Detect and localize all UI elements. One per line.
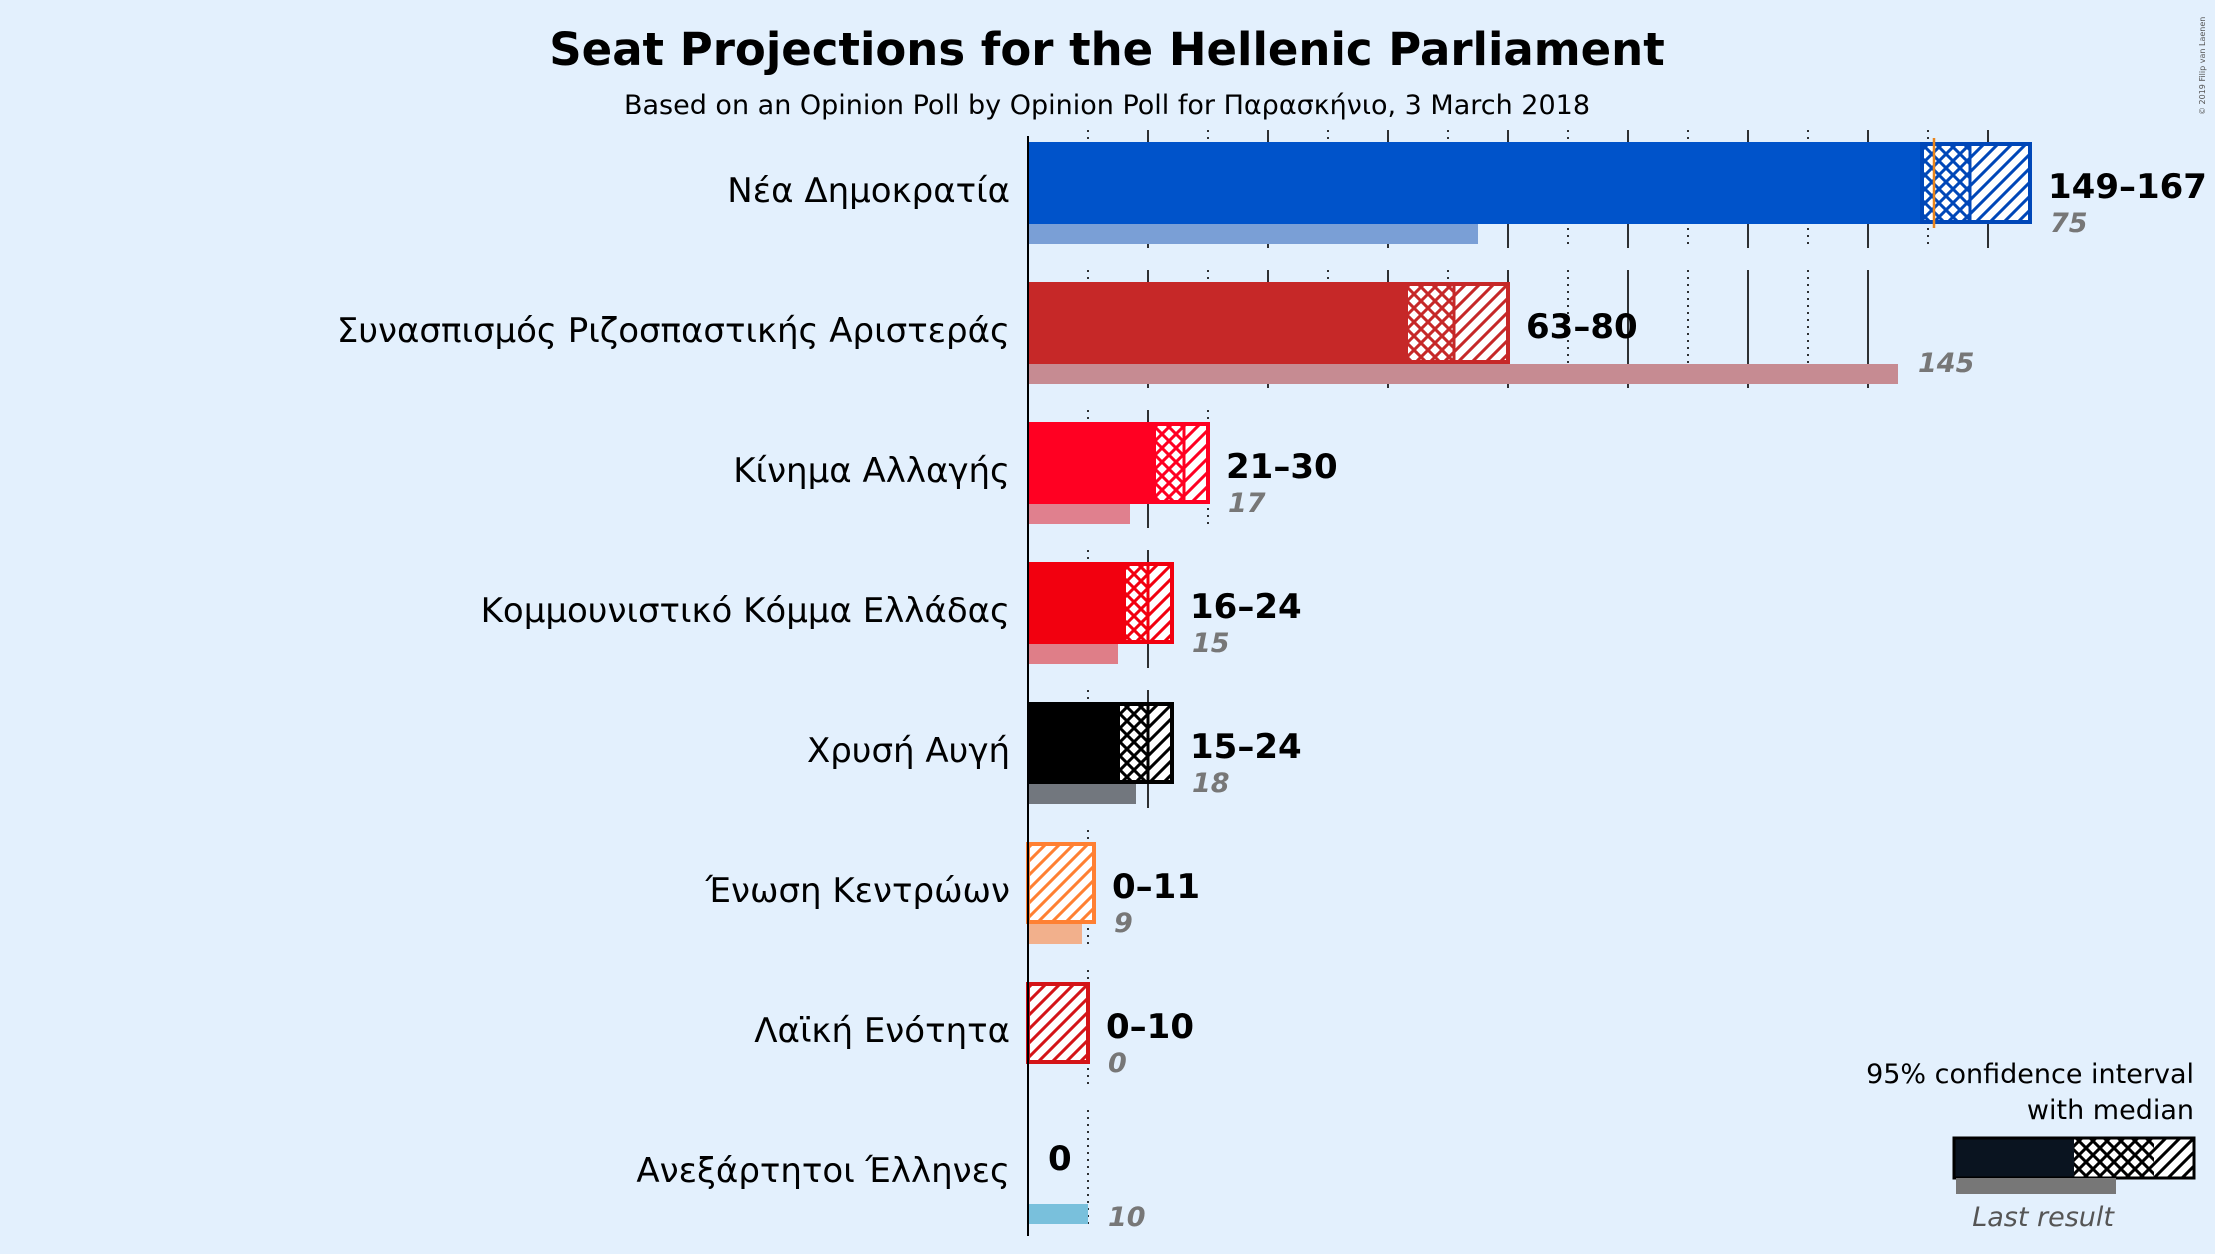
- party-label: Χρυσή Αυγή: [807, 731, 1010, 771]
- last-result-label: 10: [1108, 1202, 1146, 1233]
- legend: 95% confidence interval with median Last…: [1866, 1059, 2196, 1233]
- ci-outline: [1404, 282, 1510, 364]
- party-label: Λαϊκή Ενότητα: [754, 1011, 1010, 1051]
- bar-crosshatch: [1406, 282, 1454, 364]
- bar-hatch: [1028, 842, 1094, 924]
- legend-crosshatch: [2074, 1138, 2154, 1178]
- bar-hatch: [1028, 982, 1088, 1064]
- last-result-bar: [1028, 504, 1130, 524]
- bar-hatch: [1184, 422, 1208, 504]
- bar-hatch: [1454, 282, 1508, 364]
- range-label: 0–11: [1112, 867, 1200, 907]
- bar-hatch: [1970, 142, 2030, 224]
- last-result-bar: [1028, 644, 1118, 664]
- bar-solid: [1028, 702, 1118, 784]
- party-label: Νέα Δημοκρατία: [727, 171, 1010, 211]
- range-label: 21–30: [1226, 447, 1338, 487]
- party-label: Κίνημα Αλλαγής: [733, 451, 1010, 491]
- bar-solid: [1028, 282, 1406, 364]
- last-result-label: 17: [1228, 488, 1266, 519]
- party-label: Κομμουνιστικό Κόμμα Ελλάδας: [481, 591, 1010, 631]
- range-label: 15–24: [1190, 727, 1302, 767]
- legend-title-line2: with median: [2027, 1095, 2194, 1126]
- bars-group: [1026, 138, 2032, 1224]
- copyright-note: © 2019 Filip van Laenen: [2198, 17, 2207, 115]
- range-label: 0–10: [1106, 1007, 1194, 1047]
- bar-hatch: [1148, 562, 1172, 644]
- bar-solid: [1028, 562, 1124, 644]
- legend-swatch: [1952, 1136, 2196, 1194]
- last-result-label: 18: [1192, 768, 1230, 799]
- bar-solid: [1028, 142, 1922, 224]
- range-label: 63–80: [1526, 307, 1638, 347]
- last-result-bar: [1028, 224, 1478, 244]
- bar-crosshatch: [1124, 562, 1148, 644]
- last-result-label: 0: [1108, 1048, 1127, 1079]
- last-result-label: 15: [1192, 628, 1230, 659]
- ci-outline: [1152, 422, 1210, 504]
- chart-subtitle: Based on an Opinion Poll by Opinion Poll…: [624, 90, 1590, 121]
- party-label: Ένωση Κεντρώων: [705, 871, 1010, 911]
- bar-crosshatch: [1154, 422, 1184, 504]
- range-label: 0: [1048, 1139, 1072, 1179]
- range-label: 149–167: [2048, 167, 2207, 207]
- last-result-bar: [1028, 924, 1082, 944]
- bar-solid: [1028, 422, 1154, 504]
- bar-crosshatch: [1118, 702, 1148, 784]
- last-result-label: 75: [2050, 208, 2088, 239]
- legend-last-result: Last result: [1972, 1202, 2115, 1233]
- legend-last-bar: [1956, 1178, 2116, 1194]
- last-result-bar: [1028, 364, 1898, 384]
- last-result-label: 145: [1918, 348, 1974, 379]
- bar-hatch: [1148, 702, 1172, 784]
- last-result-label: 9: [1114, 908, 1133, 939]
- bar-crosshatch: [1922, 142, 1970, 224]
- legend-title-line1: 95% confidence interval: [1866, 1059, 2194, 1090]
- last-result-bar: [1028, 784, 1136, 804]
- ci-outline: [1116, 702, 1174, 784]
- ci-outline: [1920, 142, 2032, 224]
- party-label: Ανεξάρτητοι Έλληνες: [636, 1151, 1010, 1191]
- last-result-bar: [1028, 1204, 1088, 1224]
- party-label: Συνασπισμός Ριζοσπαστικής Αριστεράς: [337, 311, 1010, 351]
- chart-title: Seat Projections for the Hellenic Parlia…: [549, 23, 1664, 76]
- legend-solid: [1954, 1138, 2074, 1178]
- range-label: 16–24: [1190, 587, 1302, 627]
- legend-hatch: [2154, 1138, 2194, 1178]
